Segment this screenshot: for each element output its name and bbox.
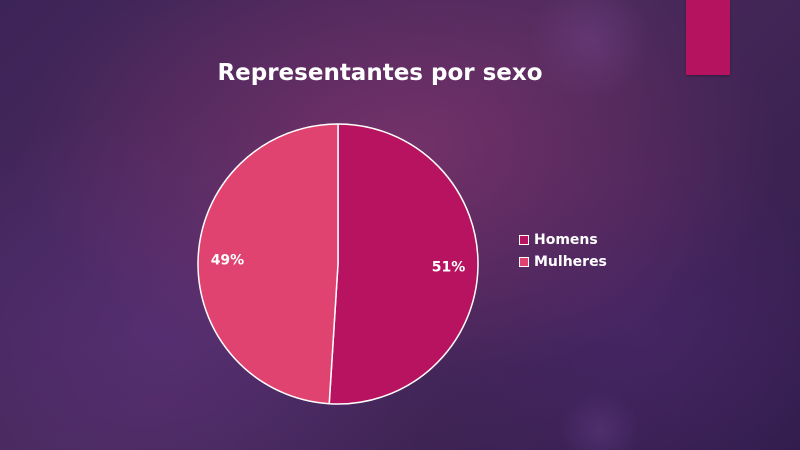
- pie-labels: 51% 49%: [211, 253, 466, 276]
- pie-slice-homens: [328, 123, 479, 405]
- pie-slice-mulheres: [197, 123, 339, 405]
- legend-label-homens: Homens: [534, 232, 598, 248]
- legend-swatch-mulheres: [519, 257, 529, 267]
- chart-legend: Homens Mulheres: [519, 229, 607, 273]
- pie-slices: [197, 123, 479, 405]
- data-label-mulheres: 49%: [211, 253, 245, 269]
- data-label-homens: 51%: [432, 259, 466, 275]
- legend-item-homens: Homens: [519, 229, 607, 251]
- chart-title: Representantes por sexo: [217, 60, 543, 86]
- legend-swatch-homens: [519, 235, 529, 245]
- legend-item-mulheres: Mulheres: [519, 251, 607, 273]
- accent-bar: [686, 0, 730, 75]
- legend-label-mulheres: Mulheres: [534, 254, 607, 270]
